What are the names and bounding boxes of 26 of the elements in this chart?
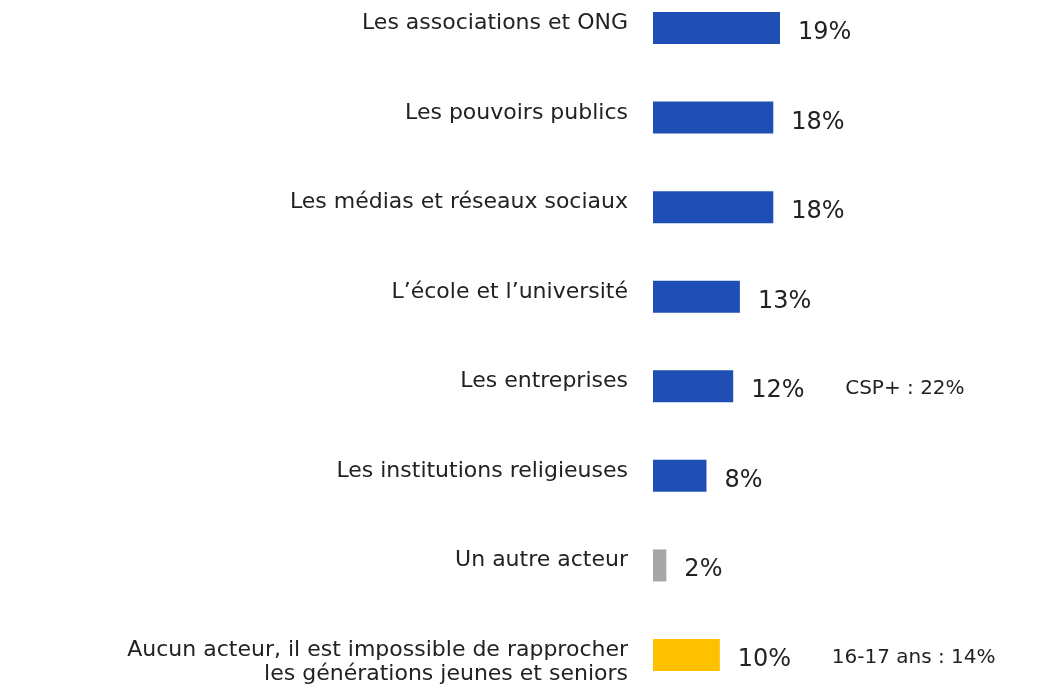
bar bbox=[653, 370, 734, 403]
data-label: 2% bbox=[684, 554, 723, 583]
data-label: 12% bbox=[751, 375, 805, 404]
data-label: 19% bbox=[797, 17, 852, 45]
y-tick-label: Les entreprises bbox=[460, 367, 628, 393]
text: CSP+ : 22% bbox=[845, 375, 965, 400]
y-tick-label: Les institutions religieuses bbox=[336, 456, 628, 482]
bar bbox=[653, 12, 780, 44]
data-label: 13% bbox=[757, 285, 812, 314]
y-tick-label: Aucun acteur, il est impossible de rapprocher les générations jeunes et seniors bbox=[127, 636, 629, 685]
data-label: 10% bbox=[737, 644, 792, 672]
y-tick-label: Les pouvoirs publics bbox=[405, 98, 628, 124]
y-tick-label: Les associations et ONG bbox=[362, 9, 628, 34]
bar bbox=[653, 101, 774, 134]
y-tick-label: Les médias et réseaux sociaux bbox=[289, 188, 628, 214]
bar bbox=[653, 549, 667, 582]
y-tick-label: L’école et l’université bbox=[391, 277, 628, 303]
data-label: 8% bbox=[724, 464, 763, 493]
data-label: 18% bbox=[791, 106, 845, 135]
data-label: 18% bbox=[791, 196, 845, 225]
bar bbox=[653, 459, 707, 492]
bar bbox=[653, 639, 720, 671]
bar bbox=[653, 280, 740, 313]
y-tick-label: Un autre acteur bbox=[455, 546, 629, 572]
text: 16-17 ans : 14% bbox=[831, 644, 996, 668]
bar bbox=[653, 191, 774, 224]
